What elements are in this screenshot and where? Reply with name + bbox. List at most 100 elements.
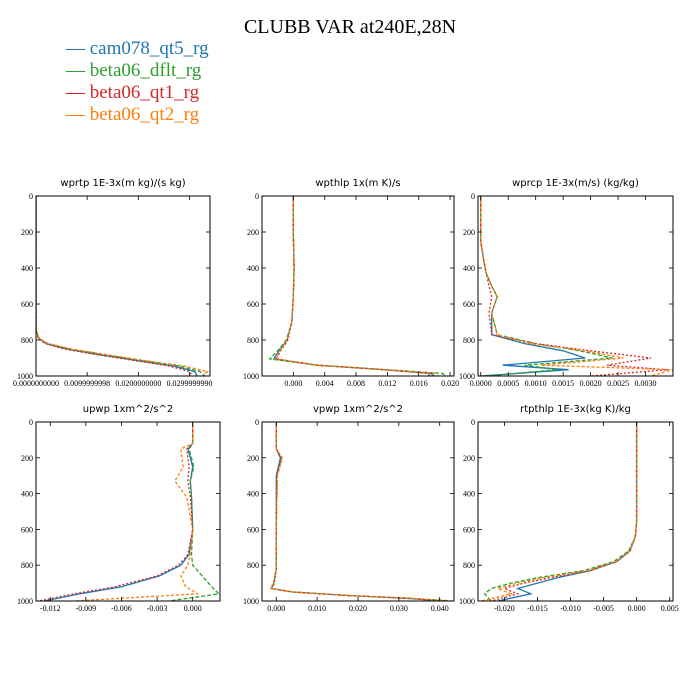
y-tick-label: 1000 — [243, 372, 259, 381]
panel-title: wpthlp 1x(m K)/s — [315, 178, 400, 189]
figure-title: CLUBB VAR at240E,28N — [243, 16, 457, 38]
y-tick-label: 1000 — [459, 597, 475, 606]
series-line — [36, 196, 209, 376]
x-tick-label: -0.010 — [560, 604, 581, 613]
x-tick-label: -0.020 — [494, 604, 515, 613]
x-tick-label: 0.0200000000 — [115, 379, 161, 388]
series-line — [36, 196, 198, 376]
y-tick-label: 200 — [21, 228, 33, 237]
axis-frame — [261, 195, 455, 377]
chart-panel: wprtp 1E-3x(m kg)/(s kg) 0 200 400 600 800 100… — [13, 178, 213, 388]
x-tick-label: 0.0000 — [470, 379, 492, 388]
x-tick-label: 0.030 — [390, 604, 408, 613]
y-tick-label: 0 — [255, 192, 259, 201]
series-line — [272, 196, 435, 376]
series-line — [168, 422, 220, 601]
y-tick-label: 400 — [21, 490, 33, 499]
series-line — [275, 196, 431, 376]
panel-title: wprtp 1E-3x(m kg)/(s kg) — [60, 178, 185, 189]
y-tick-label: 800 — [21, 561, 33, 570]
panel-title: rtpthlp 1E-3x(kg K)/kg — [520, 404, 631, 415]
x-tick-label: -0.015 — [527, 604, 548, 613]
x-tick-label: 0.0020 — [580, 379, 602, 388]
chart-panel: upwp 1xm^2/s^2 0 200 400 600 800 1000 -0.012 -0.… — [17, 404, 221, 613]
y-tick-label: 200 — [463, 454, 475, 463]
y-tick-label: 1000 — [243, 597, 259, 606]
series-line — [73, 422, 200, 601]
y-tick-label: 200 — [21, 454, 33, 463]
legend-swatch-line: — — [66, 104, 90, 125]
legend-label: beta06_dflt_rg — [89, 60, 202, 81]
chart-panel: rtpthlp 1E-3x(kg K)/kg 0 200 400 600 800 1000 -… — [459, 404, 679, 613]
y-tick-label: 800 — [463, 336, 475, 345]
legend-swatch-line: — — [66, 82, 90, 103]
x-tick-label: 0.000 — [184, 604, 202, 613]
series-line — [274, 196, 439, 376]
chart-panel: wprcp 1E-3x(m/s) (kg/kg) 0 200 400 600 800 100… — [459, 178, 674, 388]
y-tick-label: 400 — [247, 264, 259, 273]
series-line — [270, 422, 453, 601]
y-tick-label: 0 — [255, 418, 259, 427]
series-line — [36, 196, 206, 376]
series-line — [483, 422, 638, 601]
x-tick-label: 0.0030 — [635, 379, 657, 388]
series-line — [268, 196, 447, 376]
y-tick-label: 400 — [247, 490, 259, 499]
y-tick-label: 800 — [21, 336, 33, 345]
x-tick-label: 0.020 — [441, 379, 459, 388]
y-tick-label: 800 — [247, 561, 259, 570]
chart-panel: wpthlp 1x(m K)/s 0 200 400 600 800 1000 0.000 0.… — [243, 178, 459, 388]
x-tick-label: 0.005 — [661, 604, 679, 613]
x-tick-label: 0.000 — [284, 379, 302, 388]
legend-label: beta06_qt1_rg — [89, 82, 200, 103]
series-line — [480, 196, 673, 376]
x-tick-label: 0.016 — [410, 379, 428, 388]
y-tick-label: 600 — [463, 525, 475, 534]
y-tick-label: 400 — [21, 264, 33, 273]
panel-title: vpwp 1xm^2/s^2 — [313, 404, 403, 415]
y-tick-label: 800 — [463, 561, 475, 570]
series-line — [271, 422, 448, 601]
y-tick-label: 1000 — [17, 372, 33, 381]
axis-frame — [477, 195, 674, 377]
x-tick-label: 0.012 — [378, 379, 396, 388]
x-tick-label: 0.0000000000 — [13, 379, 59, 388]
y-tick-label: 600 — [463, 300, 475, 309]
x-tick-label: 0.020 — [349, 604, 367, 613]
y-tick-label: 200 — [247, 454, 259, 463]
axis-frame — [35, 421, 221, 602]
x-tick-label: 0.0099999998 — [64, 379, 110, 388]
legend: — cam078_qt5_rg — beta06_dflt_rg — beta0… — [66, 38, 209, 126]
axis-frame — [35, 195, 211, 377]
chart-panel: vpwp 1xm^2/s^2 0 200 400 600 800 1000 0.000 0.01… — [243, 404, 455, 613]
legend-swatch-line: — — [66, 60, 90, 81]
y-tick-label: 600 — [21, 525, 33, 534]
legend-label: beta06_qt2_rg — [89, 104, 200, 125]
y-tick-label: 200 — [247, 228, 259, 237]
series-line — [269, 422, 448, 601]
legend-label: cam078_qt5_rg — [89, 38, 209, 59]
x-tick-label: -0.006 — [111, 604, 132, 613]
x-tick-label: -0.005 — [593, 604, 614, 613]
y-tick-label: 800 — [247, 336, 259, 345]
y-tick-label: 1000 — [459, 372, 475, 381]
series-line — [270, 422, 444, 601]
y-tick-label: 400 — [463, 490, 475, 499]
x-tick-label: 0.0025 — [607, 379, 629, 388]
legend-item: — beta06_qt2_rg — [66, 104, 209, 126]
x-tick-label: 0.0299999990 — [167, 379, 213, 388]
x-tick-label: 0.000 — [628, 604, 646, 613]
y-tick-label: 400 — [463, 264, 475, 273]
x-tick-label: 0.010 — [308, 604, 326, 613]
x-tick-label: 0.008 — [347, 379, 365, 388]
axis-frame — [477, 421, 674, 602]
series-line — [480, 196, 613, 376]
y-tick-label: 0 — [471, 418, 475, 427]
x-tick-label: 0.040 — [431, 604, 449, 613]
x-tick-label: 0.0010 — [525, 379, 547, 388]
series-line — [36, 196, 193, 376]
legend-item: — beta06_dflt_rg — [66, 60, 209, 82]
y-tick-label: 1000 — [17, 597, 33, 606]
y-tick-label: 0 — [471, 192, 475, 201]
